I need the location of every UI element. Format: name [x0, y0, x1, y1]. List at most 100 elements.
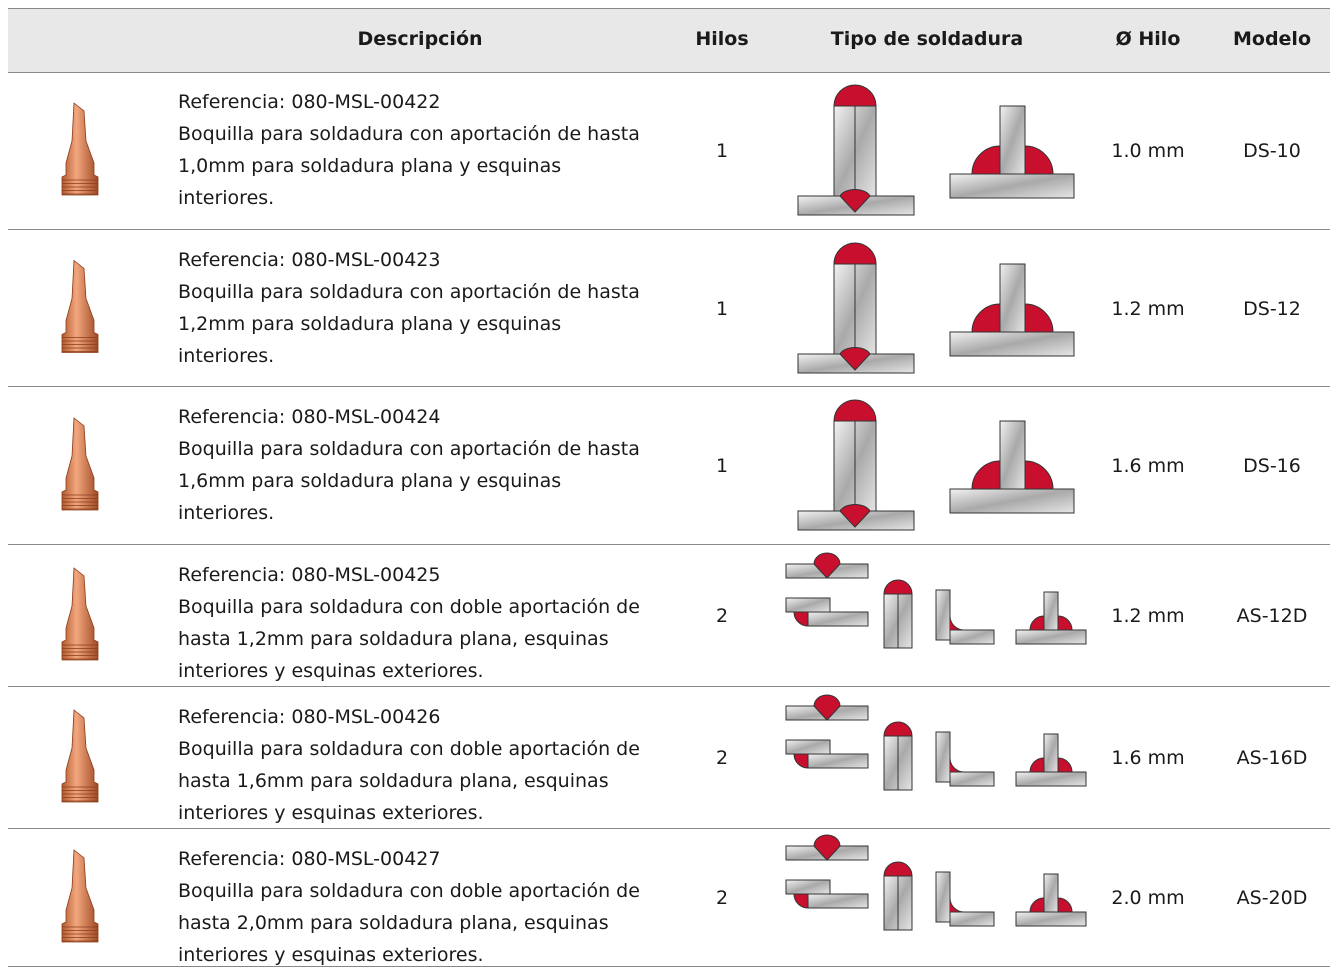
row-graphics	[61, 694, 1087, 803]
table-header	[8, 8, 1330, 73]
steel-plate	[999, 105, 1026, 175]
weld-bead	[813, 694, 841, 721]
header-cell: Tipo de soldadura	[830, 28, 1024, 50]
wires: 2	[715, 887, 729, 909]
description-block: Referencia: 080-MSL-00423 Boquilla para s…	[178, 244, 653, 372]
weld-bead	[971, 460, 1001, 490]
description: Boquilla para soldadura con aportación d…	[178, 281, 640, 367]
weld-bead	[793, 893, 809, 909]
header-cell: Ø Hilo	[1115, 28, 1181, 50]
steel-plate	[999, 263, 1026, 333]
model: DS-16	[1243, 455, 1301, 477]
description-block: Referencia: 080-MSL-00425 Boquilla para s…	[178, 559, 653, 687]
table-row: Referencia: 080-MSL-00426 Boquilla para s…	[8, 687, 1330, 829]
steel-plate	[949, 629, 995, 645]
diameter: 1.6 mm	[1111, 455, 1185, 477]
weld-bead	[949, 757, 965, 773]
description: Boquilla para soldadura con doble aporta…	[178, 596, 640, 682]
steel-plate	[949, 173, 1075, 199]
steel-plate	[935, 589, 951, 641]
weld-bead	[61, 709, 99, 803]
steel-plate	[1043, 873, 1059, 913]
steel-plate	[935, 731, 951, 783]
weld-bead	[839, 188, 871, 213]
weld-bead	[1024, 460, 1054, 490]
weld-bead	[883, 721, 913, 737]
description: Boquilla para soldadura con doble aporta…	[178, 738, 640, 824]
model: DS-10	[1243, 140, 1301, 162]
steel-plate	[807, 753, 869, 769]
steel-plate	[949, 331, 1075, 357]
model: DS-12	[1243, 297, 1301, 320]
steel-plate	[949, 771, 995, 787]
steel-plate	[999, 420, 1026, 490]
diameter: 1.0 mm	[1111, 140, 1185, 162]
weld-bead	[61, 849, 99, 943]
row-graphics	[61, 552, 1087, 661]
wires: 1	[715, 297, 729, 320]
reference: Referencia: 080-MSL-00422	[178, 91, 441, 113]
model: AS-20D	[1236, 887, 1308, 909]
weld-bead	[1029, 615, 1045, 631]
wires: 1	[715, 140, 729, 162]
description-block: Referencia: 080-MSL-00426 Boquilla para s…	[178, 701, 653, 829]
steel-plate	[1043, 591, 1059, 631]
weld-bead	[813, 552, 841, 579]
steel-plate	[1015, 771, 1087, 787]
weld-bead	[1029, 757, 1045, 773]
reference: Referencia: 080-MSL-00427	[178, 848, 441, 870]
weld-bead	[61, 567, 99, 661]
weld-bead	[971, 145, 1001, 175]
row-graphics	[61, 84, 1075, 216]
diameter: 1.2 mm	[1111, 605, 1185, 627]
diameter: 1.2 mm	[1111, 297, 1185, 320]
weld-bead	[949, 615, 965, 631]
weld-bead	[61, 259, 99, 353]
weld-bead	[1024, 145, 1054, 175]
weld-bead	[793, 753, 809, 769]
diameter: 2.0 mm	[1111, 887, 1185, 909]
weld-bead	[833, 84, 877, 107]
model: AS-12D	[1236, 605, 1308, 627]
reference: Referencia: 080-MSL-00425	[178, 564, 441, 586]
weld-bead	[833, 242, 877, 265]
reference: Referencia: 080-MSL-00423	[178, 249, 441, 271]
row-graphics	[61, 834, 1087, 943]
description: Boquilla para soldadura con aportación d…	[178, 438, 640, 524]
diameter: 1.6 mm	[1111, 747, 1185, 769]
weld-bead	[839, 346, 871, 371]
description-block: Referencia: 080-MSL-00422 Boquilla para s…	[178, 86, 653, 214]
row-graphics	[61, 242, 1075, 374]
weld-bead	[1029, 897, 1045, 913]
description-block: Referencia: 080-MSL-00427 Boquilla para s…	[178, 843, 653, 971]
steel-plate	[807, 893, 869, 909]
weld-bead	[1024, 303, 1054, 333]
steel-plate	[785, 739, 831, 755]
table-row: Referencia: 080-MSL-00424 Boquilla para s…	[8, 387, 1330, 545]
description-block: Referencia: 080-MSL-00424 Boquilla para s…	[178, 401, 653, 529]
model: AS-16D	[1236, 747, 1308, 769]
steel-plate	[935, 871, 951, 923]
header-cell: Descripción	[357, 28, 483, 50]
weld-bead	[61, 102, 99, 196]
row-graphics	[61, 399, 1075, 531]
steel-plate	[807, 611, 869, 627]
steel-plate	[785, 597, 831, 613]
description: Boquilla para soldadura con doble aporta…	[178, 880, 640, 966]
weld-bead	[1057, 757, 1073, 773]
weld-bead	[971, 303, 1001, 333]
header-cell: Hilos	[695, 28, 749, 50]
weld-bead	[793, 611, 809, 627]
wires: 2	[715, 747, 729, 769]
description: Boquilla para soldadura con aportación d…	[178, 123, 640, 209]
weld-bead	[61, 417, 99, 511]
weld-bead	[949, 897, 965, 913]
table-row: Referencia: 080-MSL-00422 Boquilla para s…	[8, 72, 1330, 230]
table-row: Referencia: 080-MSL-00425 Boquilla para s…	[8, 545, 1330, 687]
weld-bead	[1057, 615, 1073, 631]
table-row: Referencia: 080-MSL-00427 Boquilla para s…	[8, 829, 1330, 967]
wires: 2	[715, 605, 729, 627]
table-row: Referencia: 080-MSL-00423 Boquilla para s…	[8, 230, 1330, 387]
steel-plate	[1015, 911, 1087, 927]
